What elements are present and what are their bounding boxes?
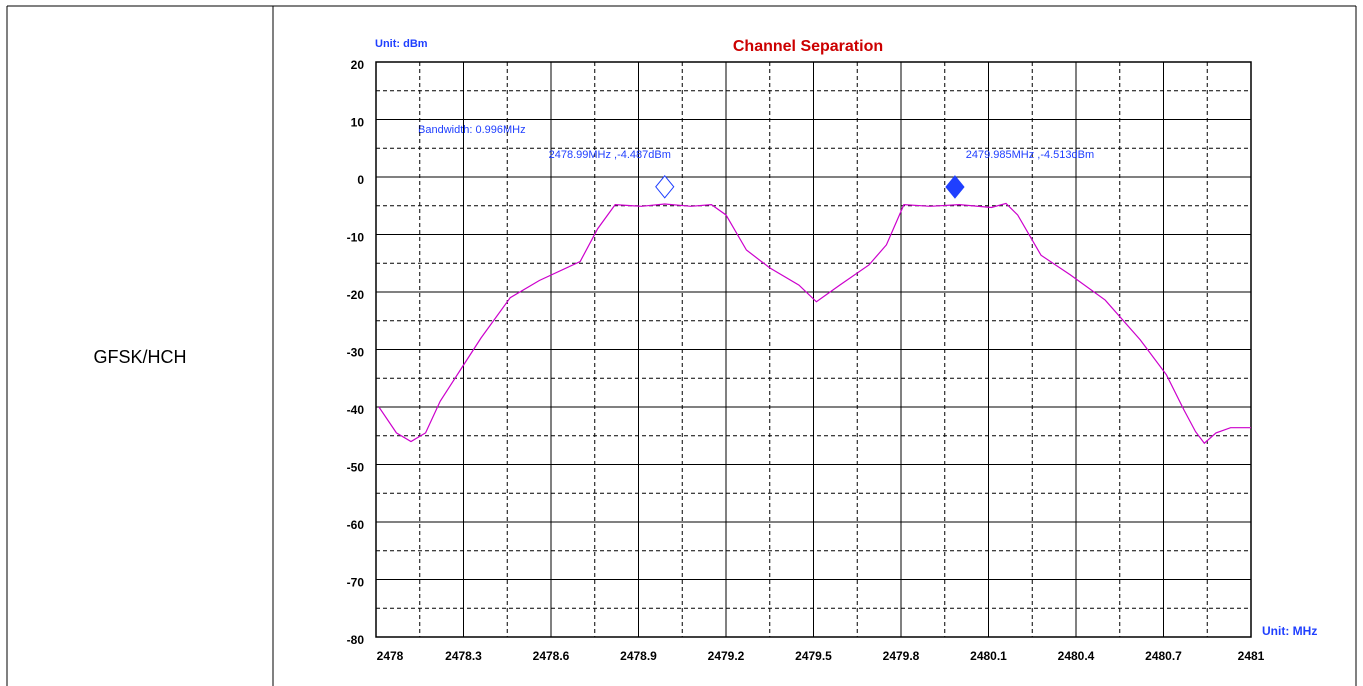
y-tick-label: 10 (351, 116, 365, 130)
marker (655, 175, 675, 199)
y-tick-label: -40 (347, 403, 365, 417)
x-tick-label: 2478.9 (620, 649, 657, 663)
chart-title: Channel Separation (733, 38, 883, 55)
row-label: GFSK/HCH (93, 347, 186, 367)
y-tick-label: -20 (347, 288, 365, 302)
y-tick-label: -80 (347, 633, 365, 647)
x-axis-label: Unit: MHz (1262, 624, 1317, 638)
y-tick-label: 0 (357, 173, 364, 187)
x-tick-label: 2478.3 (445, 649, 482, 663)
marker-label: 2479.985MHz ,-4.513dBm (966, 149, 1094, 161)
x-tick-label: 2481 (1238, 649, 1265, 663)
y-tick-label: -70 (347, 576, 365, 590)
x-tick-label: 2479.8 (883, 649, 920, 663)
x-tick-label: 2480.4 (1058, 649, 1095, 663)
x-tick-label: 2480.7 (1145, 649, 1182, 663)
annotation: Bandwidth: 0.996MHz (418, 124, 526, 136)
x-tick-label: 2479.5 (795, 649, 832, 663)
marker (945, 175, 965, 199)
y-axis-label: Unit: dBm (375, 38, 428, 50)
marker-label: 2478.99MHz ,-4.487dBm (549, 149, 671, 161)
y-tick-label: 20 (351, 58, 365, 72)
trace (378, 202, 1251, 445)
x-tick-label: 2479.2 (708, 649, 745, 663)
x-tick-label: 2480.1 (970, 649, 1007, 663)
x-tick-label: 2478 (377, 649, 404, 663)
plot-frame (375, 61, 1252, 638)
y-tick-label: -10 (347, 231, 365, 245)
y-tick-label: -60 (347, 518, 365, 532)
x-tick-label: 2478.6 (533, 649, 570, 663)
y-tick-label: -50 (347, 461, 365, 475)
y-tick-label: -30 (347, 346, 365, 360)
